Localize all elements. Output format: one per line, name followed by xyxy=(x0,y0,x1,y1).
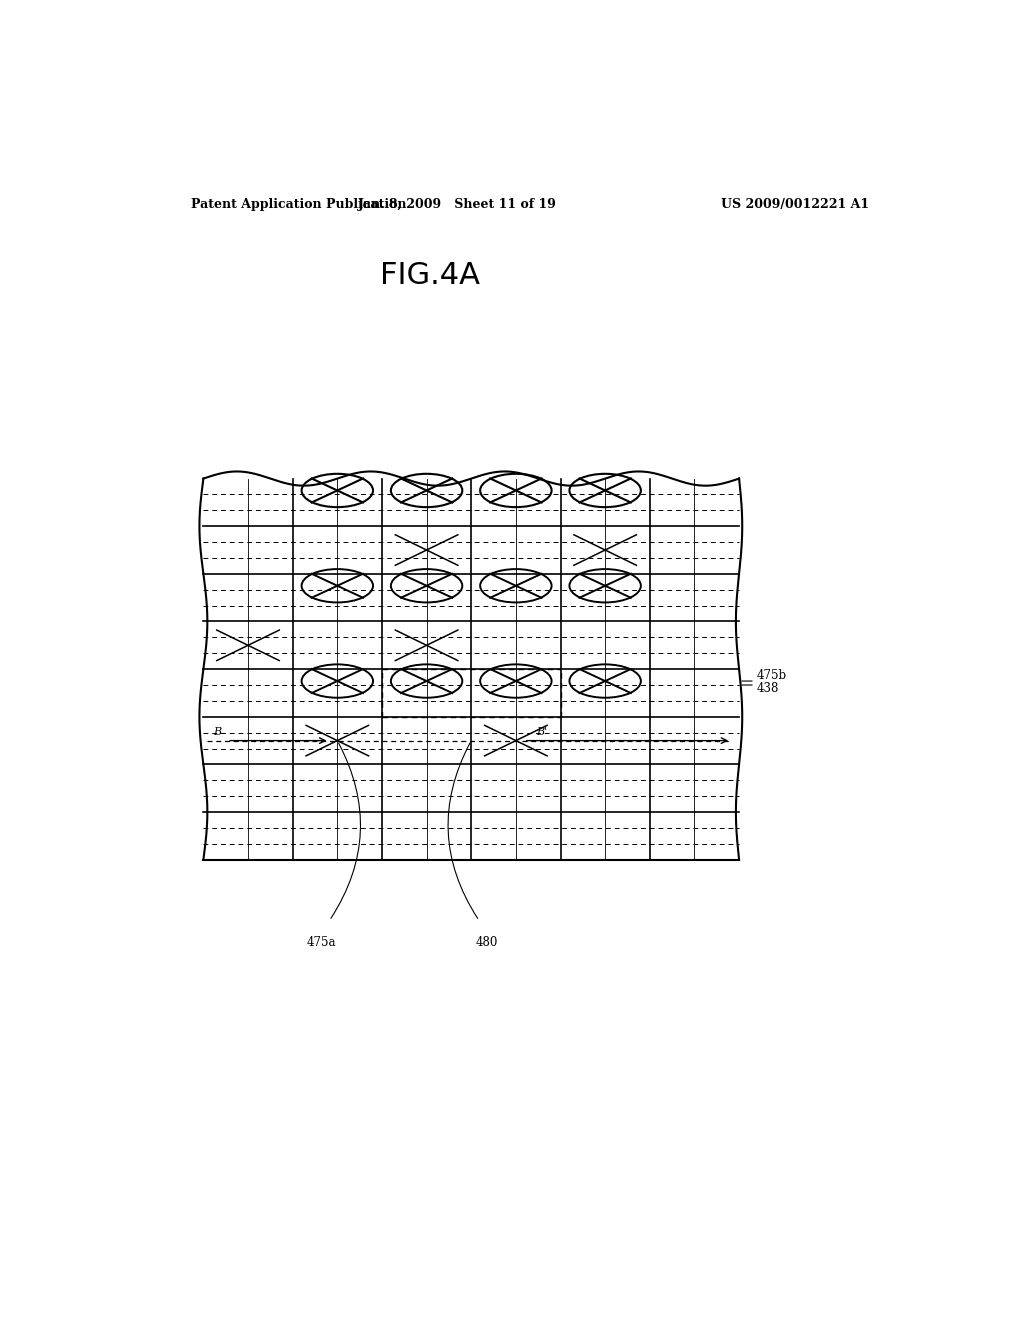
Text: Jan. 8, 2009   Sheet 11 of 19: Jan. 8, 2009 Sheet 11 of 19 xyxy=(358,198,557,211)
Text: US 2009/0012221 A1: US 2009/0012221 A1 xyxy=(721,198,868,211)
Text: 475b: 475b xyxy=(757,669,786,682)
Text: 480: 480 xyxy=(476,936,499,949)
Text: B: B xyxy=(213,726,221,737)
Text: Patent Application Publication: Patent Application Publication xyxy=(191,198,407,211)
Text: FIG.4A: FIG.4A xyxy=(380,261,479,290)
Text: B': B' xyxy=(536,726,547,737)
Text: 475a: 475a xyxy=(307,936,336,949)
Text: 438: 438 xyxy=(757,681,779,694)
